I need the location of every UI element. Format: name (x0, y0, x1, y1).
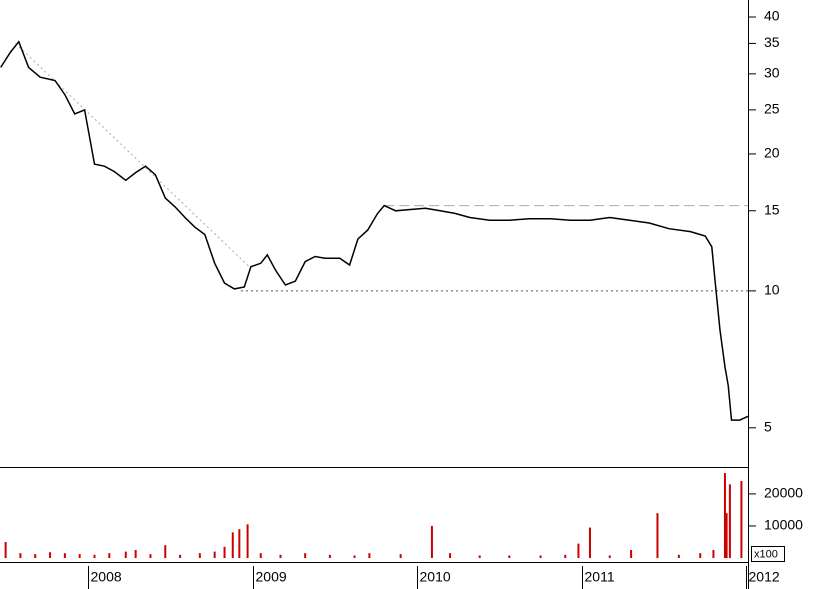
y-tick-label: 35 (764, 34, 780, 50)
volume-bar (430, 525, 433, 558)
volume-bar (304, 553, 307, 558)
unit-box (751, 546, 785, 562)
volume-bar (93, 554, 96, 558)
volume-bar (577, 543, 580, 558)
x-tick-label: 2009 (256, 569, 287, 585)
volume-bar (539, 555, 542, 558)
x-tick-label: 2012 (749, 569, 780, 585)
volume-bar (134, 549, 137, 558)
volume-bar (564, 554, 567, 558)
volume-bar (723, 473, 726, 558)
volume-bar (279, 554, 282, 558)
volume-bar (353, 555, 356, 558)
volume-bar (164, 545, 167, 558)
x-tick-label: 2010 (420, 569, 451, 585)
y-tick-label: 40 (764, 8, 780, 24)
y-tick-label: 10 (764, 282, 780, 298)
volume-bar (231, 532, 234, 558)
x-tick-label: 2011 (585, 569, 615, 585)
volume-bar (740, 481, 743, 558)
volume-bar (238, 529, 241, 558)
volume-bar (728, 484, 731, 558)
volume-bar (78, 554, 81, 558)
volume-bar (108, 553, 111, 558)
volume-bar (4, 541, 7, 558)
volume-bar (259, 553, 262, 558)
unit-label: x100 (754, 548, 778, 560)
volume-bar (198, 553, 201, 558)
y-tick-label: 20000 (764, 485, 803, 501)
y-tick-label: 5 (764, 419, 772, 435)
volume-bar (63, 553, 66, 558)
y-tick-label: 30 (764, 65, 780, 81)
y-tick-label: 10000 (764, 517, 803, 533)
y-tick-label: 20 (764, 145, 780, 161)
volume-bar (179, 554, 182, 558)
volume-bar (677, 554, 680, 558)
volume-bar (246, 524, 249, 558)
volume-bar (630, 549, 633, 558)
volume-bar (699, 553, 702, 558)
y-tick-label: 25 (764, 101, 780, 117)
volume-bar (656, 513, 659, 558)
volume-bar (124, 551, 127, 558)
volume-bar (608, 555, 611, 558)
volume-bar (223, 546, 226, 558)
volume-bar (328, 554, 331, 558)
volume-bar (449, 553, 452, 558)
y-tick-label: 15 (764, 201, 780, 217)
volume-bar (508, 555, 511, 558)
volume-bar (213, 551, 216, 558)
volume-bar (725, 513, 728, 558)
volume-bar (149, 554, 152, 558)
volume-bar (399, 554, 402, 558)
volume-bar (49, 552, 52, 558)
volume-bar (19, 553, 22, 558)
price-line (0, 40, 749, 421)
volume-bar (478, 555, 481, 558)
volume-bar (368, 553, 371, 558)
trend-line (15, 43, 250, 268)
volume-bar (34, 554, 37, 558)
volume-bar (588, 527, 591, 558)
volume-bar (712, 549, 715, 558)
x-tick-label: 2008 (91, 569, 122, 585)
